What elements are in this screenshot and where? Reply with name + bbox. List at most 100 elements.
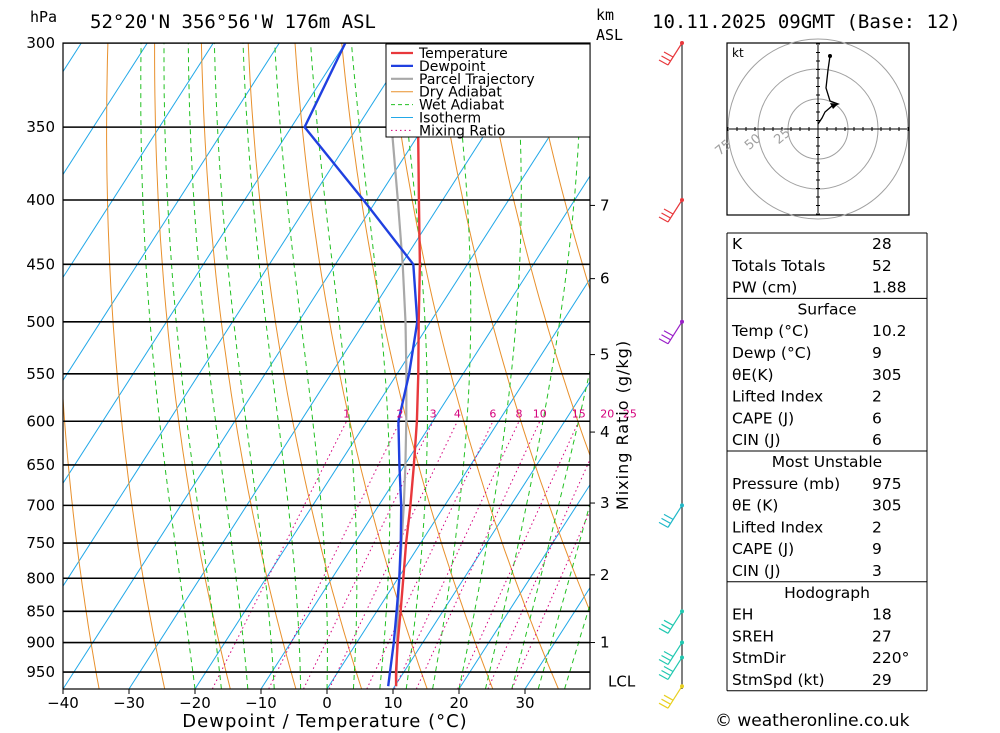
wet-adiabat-line bbox=[213, 43, 275, 689]
mixing-ratio-line bbox=[393, 421, 520, 689]
wet-adiabat-line bbox=[140, 43, 196, 689]
mixing-ratio-label: 2 bbox=[397, 407, 404, 420]
index-value: 9 bbox=[872, 344, 882, 362]
mixing-ratio-label: 3 bbox=[430, 407, 437, 420]
index-value: 9 bbox=[872, 540, 882, 558]
wind-barb-flag bbox=[663, 619, 674, 626]
height-tick-label: 6 bbox=[600, 270, 610, 288]
dry-adiabat-line bbox=[294, 43, 428, 689]
wind-barb-staff bbox=[667, 505, 683, 528]
wet-adiabat-line bbox=[351, 43, 391, 689]
wind-barb-flag bbox=[658, 627, 669, 634]
index-label: StmSpd (kt) bbox=[732, 671, 825, 689]
wind-barb-flag bbox=[661, 623, 671, 630]
wind-barb bbox=[658, 655, 684, 681]
height-tick-label: 3 bbox=[600, 494, 610, 512]
mixing-ratio-label: 4 bbox=[454, 407, 461, 420]
isotherm-line bbox=[194, 72, 590, 689]
pressure-tick-label: 650 bbox=[26, 456, 55, 474]
wind-barb bbox=[658, 503, 684, 528]
dry-adiabat-line bbox=[481, 43, 590, 457]
index-label: θE(K) bbox=[732, 366, 774, 384]
index-value: 28 bbox=[872, 235, 892, 253]
dry-adiabat-line bbox=[341, 43, 494, 689]
wet-adiabat-line bbox=[163, 43, 222, 689]
index-value: 10.2 bbox=[872, 322, 907, 340]
pressure-tick-label: 700 bbox=[26, 496, 55, 514]
wind-barb-flag bbox=[663, 694, 674, 701]
wet-adiabat-line bbox=[310, 43, 358, 689]
mixing-ratio-label: 1 bbox=[343, 407, 350, 420]
mixing-ratio-line bbox=[487, 458, 590, 689]
plot-frame bbox=[62, 42, 591, 690]
isotherm-line bbox=[63, 43, 412, 588]
wind-barb-flag bbox=[658, 521, 669, 528]
pressure-tick-label: 550 bbox=[26, 365, 55, 383]
pressure-tick-label: 600 bbox=[26, 412, 55, 430]
section-title: Surface bbox=[797, 300, 856, 318]
legend-entry: Temperature bbox=[418, 46, 508, 62]
pressure-tick-label: 950 bbox=[26, 663, 55, 681]
copyright: © weatheronline.co.uk bbox=[715, 711, 910, 731]
index-value: 29 bbox=[872, 671, 892, 689]
wind-barb-staff bbox=[667, 199, 683, 223]
isotherm-line bbox=[458, 483, 590, 689]
isotherm-line bbox=[63, 43, 148, 176]
plot-area bbox=[0, 43, 1000, 689]
index-label: CAPE (J) bbox=[732, 409, 794, 427]
wind-barb-flag bbox=[661, 655, 671, 662]
isotherm-line bbox=[63, 43, 346, 485]
wind-barb bbox=[658, 684, 684, 709]
wind-barb-flag bbox=[663, 665, 674, 673]
index-label: EH bbox=[732, 606, 753, 624]
wind-barb-flag bbox=[661, 698, 671, 705]
wind-barb-flag bbox=[658, 659, 669, 666]
height-tick-label: 2 bbox=[600, 566, 610, 584]
height-tick-label: 4 bbox=[600, 423, 610, 441]
legend-entry: Isotherm bbox=[419, 111, 481, 127]
pressure-tick-label: 450 bbox=[26, 255, 55, 273]
index-value: 220° bbox=[872, 649, 909, 667]
dry-adiabat-line bbox=[903, 43, 1000, 689]
pressure-tick-label: 500 bbox=[26, 313, 55, 331]
index-value: 1.88 bbox=[872, 279, 907, 297]
wind-barb-flag bbox=[663, 513, 674, 520]
dry-adiabat-line bbox=[247, 43, 363, 689]
isotherm-line bbox=[0, 43, 15, 689]
dry-adiabat-line bbox=[434, 43, 590, 613]
index-label: Lifted Index bbox=[732, 518, 823, 536]
x-tick-label: −10 bbox=[245, 694, 277, 712]
wet-adiabat-line bbox=[242, 43, 302, 689]
storm-motion-marker bbox=[830, 103, 838, 109]
wet-adiabat-line bbox=[187, 43, 249, 689]
index-label: StmDir bbox=[732, 649, 786, 667]
mixing-ratio-label: 8 bbox=[516, 407, 523, 420]
wind-barb bbox=[658, 609, 684, 634]
wind-barb-flag bbox=[663, 651, 674, 658]
height-unit-km: km bbox=[596, 6, 614, 24]
dry-adiabat-line bbox=[63, 391, 100, 689]
index-value: 52 bbox=[872, 257, 892, 275]
index-label: Lifted Index bbox=[732, 388, 823, 406]
x-tick-label: −20 bbox=[179, 694, 211, 712]
parcel-trajectory-profile bbox=[385, 43, 408, 687]
wind-barb bbox=[658, 640, 684, 666]
isotherm-line bbox=[63, 43, 478, 689]
index-label: CIN (J) bbox=[732, 431, 781, 449]
x-tick-label: 30 bbox=[515, 694, 534, 712]
dry-adiabat-line bbox=[200, 43, 297, 689]
pressure-tick-label: 350 bbox=[26, 118, 55, 136]
wind-barb-flag bbox=[658, 702, 669, 709]
index-value: 6 bbox=[872, 431, 882, 449]
x-axis-label: Dewpoint / Temperature (°C) bbox=[182, 711, 467, 732]
mixing-ratio-line bbox=[303, 421, 434, 689]
index-value: 3 bbox=[872, 562, 882, 580]
legend-box bbox=[385, 43, 591, 138]
height-tick-label: 5 bbox=[600, 346, 610, 364]
mixing-ratio-line bbox=[415, 421, 541, 689]
height-tick-label: 1 bbox=[600, 634, 610, 652]
mixing-ratio-label: 6 bbox=[489, 407, 496, 420]
pressure-tick-label: 300 bbox=[26, 34, 55, 52]
index-label: Dewp (°C) bbox=[732, 344, 812, 362]
